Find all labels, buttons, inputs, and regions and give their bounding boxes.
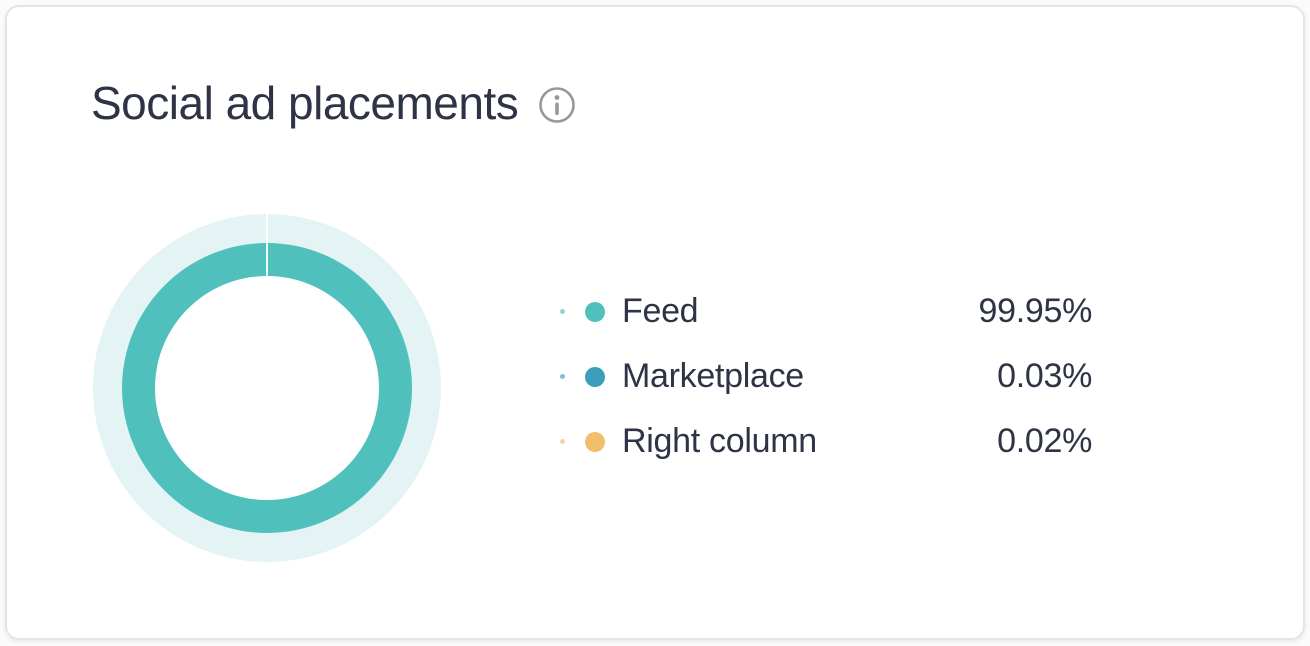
right-column-dot-icon xyxy=(585,431,605,452)
legend-label: Right column xyxy=(622,422,817,460)
social-ad-placements-card: Social ad placements Feed 99.95% Marketp… xyxy=(5,5,1305,640)
feed-dot-icon xyxy=(585,301,605,322)
legend-label: Feed xyxy=(622,292,699,330)
chart-legend: Feed 99.95% Marketplace 0.03% Right colu… xyxy=(552,279,1092,474)
legend-item-feed[interactable]: Feed 99.95% xyxy=(552,279,1092,344)
marketplace-tiny-dot-icon xyxy=(560,374,565,379)
legend-item-marketplace[interactable]: Marketplace 0.03% xyxy=(552,344,1092,409)
feed-tiny-dot-icon xyxy=(560,309,565,314)
right-column-tiny-dot-icon xyxy=(560,439,565,444)
legend-value: 0.02% xyxy=(997,422,1092,460)
donut-chart[interactable] xyxy=(93,214,441,562)
legend-value: 99.95% xyxy=(978,292,1092,330)
legend-value: 0.03% xyxy=(997,357,1092,395)
legend-label: Marketplace xyxy=(622,357,804,395)
info-icon[interactable] xyxy=(538,86,576,124)
card-header: Social ad placements xyxy=(91,77,576,130)
page-title: Social ad placements xyxy=(91,77,519,129)
marketplace-dot-icon xyxy=(585,366,605,387)
donut-hole xyxy=(155,276,379,500)
donut-slice-boundary xyxy=(266,214,268,276)
legend-item-right-column[interactable]: Right column 0.02% xyxy=(552,409,1092,474)
